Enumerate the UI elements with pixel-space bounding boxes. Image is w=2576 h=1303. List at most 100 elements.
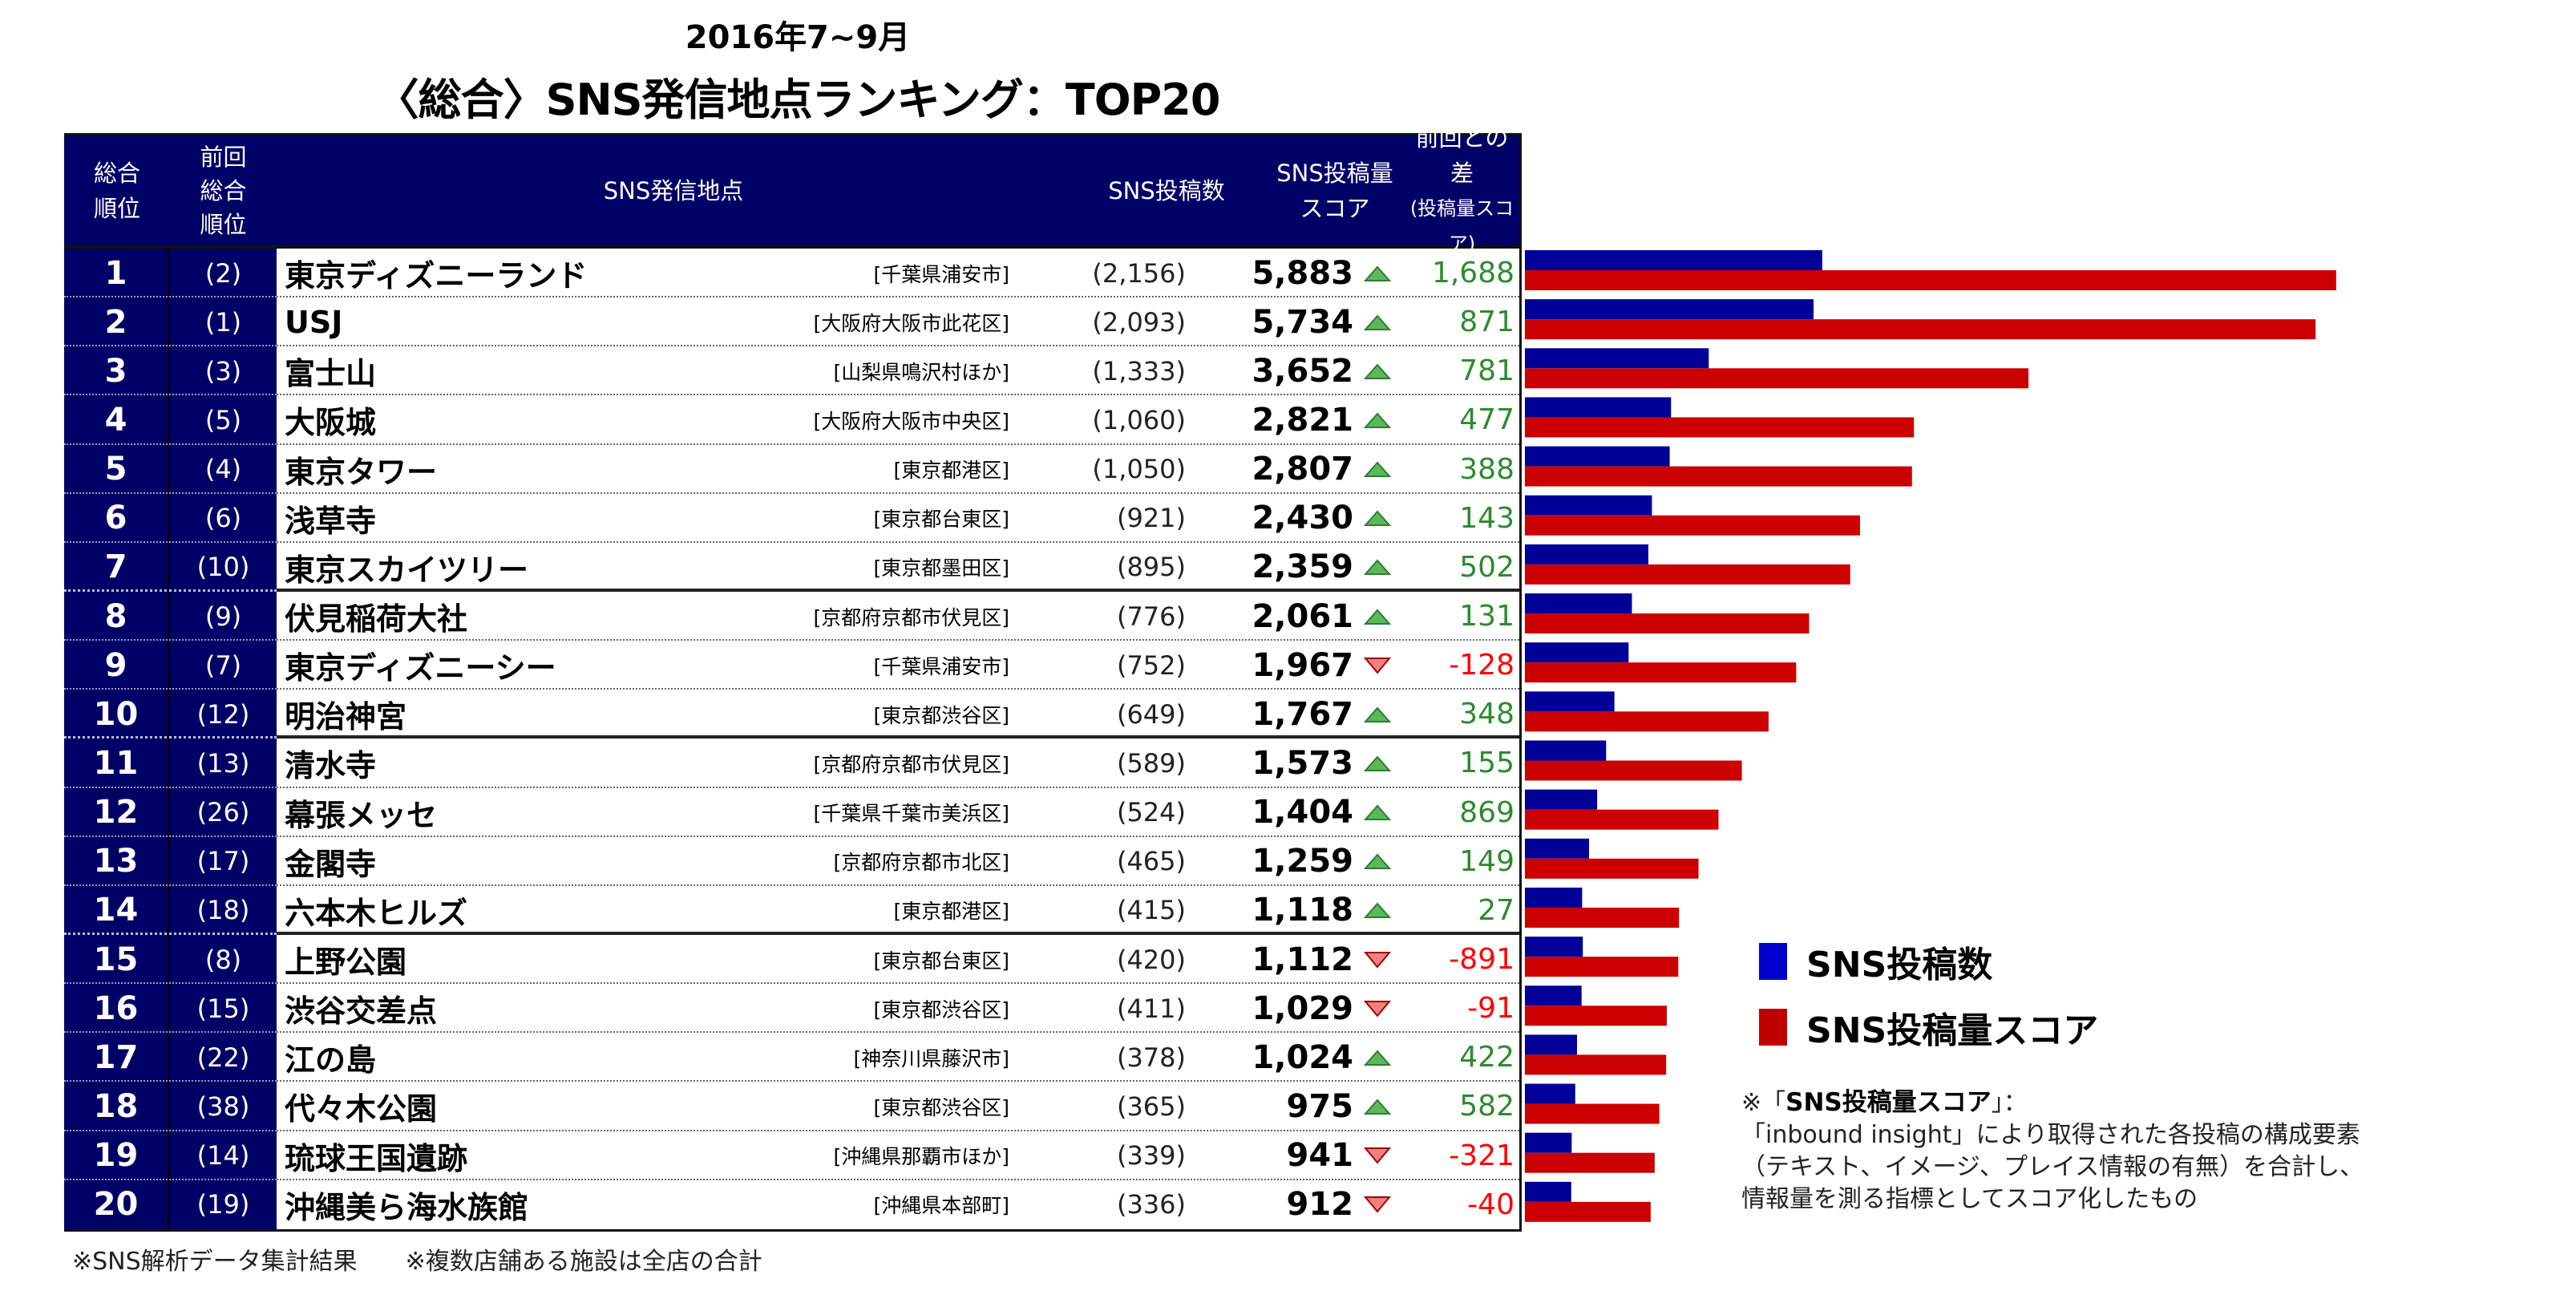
rank-cell: 5: [64, 444, 170, 494]
bar-post-count: [1525, 691, 1615, 712]
bar-post-count: [1525, 1132, 1572, 1153]
footer-note-source: ※SNS解析データ集計結果: [72, 1248, 358, 1276]
bar-post-score: [1525, 319, 2316, 340]
bar-post-count: [1525, 250, 1822, 270]
post-count: (2,156): [1092, 257, 1186, 289]
prev-rank-cell: (38): [170, 1082, 277, 1131]
bar-post-score: [1525, 858, 1699, 879]
table-row: 9 (7) 東京ディズニーシー [千葉県浦安市] (752) 1,967 -128: [64, 641, 1519, 690]
ranking-table: 総合 順位 前回 総合 順位 SNS発信地点 SNS投稿数 SNS投稿量 スコア 前回と…: [64, 124, 1522, 1232]
post-score: 5,883: [1252, 254, 1353, 292]
header-count: SNS投稿数: [1108, 176, 1225, 204]
post-count: (339): [1116, 1140, 1186, 1171]
place-name: 六本木ヒルズ: [285, 895, 468, 931]
post-score: 2,359: [1252, 548, 1353, 586]
place-location: [千葉県千葉市美浜区]: [813, 802, 1009, 826]
prev-rank-cell: (10): [170, 542, 277, 592]
table-row: 12 (26) 幕張メッセ [千葉県千葉市美浜区] (524) 1,404 869: [64, 787, 1519, 837]
row-divider: [64, 1178, 277, 1180]
note-line: （テキスト、イメージ、プレイス情報の有無）を合計し、: [1741, 1153, 2364, 1181]
table-row: 20 (19) 沖縄美ら海水族館 [沖縄県本部町] (336) 912 -40: [64, 1180, 1519, 1229]
post-count: (589): [1116, 747, 1186, 779]
place-location: [千葉県浦安市]: [873, 654, 1009, 678]
score-diff: 143: [1459, 501, 1514, 535]
place-name: 清水寺: [285, 748, 377, 784]
bar-post-count: [1525, 937, 1583, 957]
row-divider: [64, 492, 277, 494]
rank-cell: 6: [64, 493, 170, 543]
row-divider: [277, 492, 1519, 494]
bar-post-count: [1525, 1181, 1571, 1202]
place-name: USJ: [285, 304, 343, 340]
row-divider: [277, 540, 1519, 543]
place-name: 富士山: [285, 356, 377, 392]
post-score: 1,404: [1252, 794, 1353, 832]
rank-cell: 1: [64, 249, 170, 298]
note-head: SNS投稿量スコア: [1785, 1088, 1992, 1117]
post-count: (895): [1116, 552, 1186, 583]
bar-post-score: [1525, 417, 1915, 438]
bar-post-score: [1525, 1006, 1667, 1026]
score-diff: 781: [1459, 354, 1514, 388]
bar-post-count: [1525, 1083, 1575, 1104]
post-count: (378): [1116, 1042, 1186, 1073]
bar-post-count: [1525, 544, 1648, 564]
post-count: (921): [1116, 503, 1186, 534]
prev-rank-cell: (6): [170, 493, 277, 543]
table-row: 11 (13) 清水寺 [京都府京都市伏見区] (589) 1,573 155: [64, 739, 1519, 788]
post-count: (365): [1116, 1091, 1186, 1122]
row-divider: [64, 296, 277, 298]
place-location: [沖縄県那覇市ほか]: [833, 1145, 1009, 1169]
rank-cell: 7: [64, 542, 170, 592]
table-row: 16 (15) 渋谷交差点 [東京都渋谷区] (411) 1,029 -91: [64, 984, 1519, 1034]
score-diff: -128: [1449, 649, 1514, 682]
score-definition-note: ※「SNS投稿量スコア」： 「inbound insight」により取得された各…: [1741, 1087, 2576, 1216]
note-suffix: 」：: [1991, 1089, 2028, 1117]
row-divider: [64, 982, 277, 985]
place-location: [沖縄県本部町]: [873, 1194, 1009, 1218]
row-divider: [64, 932, 277, 935]
header-rank-line: 総合: [93, 159, 140, 187]
prev-rank-cell: (14): [170, 1131, 277, 1180]
triangle-down-icon: [1362, 984, 1393, 1033]
row-divider: [277, 884, 1519, 886]
triangle-up-icon: [1362, 395, 1393, 444]
score-diff: 502: [1459, 550, 1514, 584]
header-rank: 総合 順位: [64, 136, 170, 245]
post-score: 2,821: [1252, 401, 1353, 439]
row-divider: [277, 296, 1519, 298]
post-count: (1,333): [1092, 355, 1186, 386]
prev-rank-cell: (9): [170, 591, 277, 641]
post-count: (420): [1116, 944, 1186, 975]
prev-rank-cell: (7): [170, 641, 277, 690]
prev-rank-cell: (17): [170, 836, 277, 886]
table-header: 総合 順位 前回 総合 順位 SNS発信地点 SNS投稿数 SNS投稿量 スコア 前回と…: [64, 124, 1519, 255]
rank-cell: 13: [64, 836, 170, 886]
header-prev-line: 総合: [200, 176, 247, 204]
rank-cell: 10: [64, 690, 170, 739]
place-location: [東京都墨田区]: [873, 556, 1009, 581]
table-row: 18 (38) 代々木公園 [東京都渋谷区] (365) 975 582: [64, 1082, 1519, 1131]
post-count: (524): [1116, 797, 1186, 828]
row-divider: [64, 884, 277, 886]
footer-note-stores: ※複数店舗ある施設は全店の合計: [405, 1248, 762, 1276]
score-diff: -91: [1467, 992, 1514, 1026]
row-divider: [64, 589, 277, 592]
row-divider: [277, 835, 1519, 837]
bar-post-score: [1525, 368, 2029, 389]
score-diff: 131: [1459, 600, 1514, 633]
post-count: (1,050): [1092, 454, 1186, 485]
legend-label-count: SNS投稿数: [1806, 945, 1993, 985]
footer-notes: ※SNS解析データ集計結果 ※複数店舗ある施設は全店の合計: [72, 1241, 762, 1277]
table-row: 14 (18) 六本木ヒルズ [東京都港区] (415) 1,118 27: [64, 885, 1519, 935]
rank-cell: 8: [64, 591, 170, 641]
post-score: 3,652: [1252, 352, 1353, 390]
bar-post-count: [1525, 642, 1629, 663]
header-rank-line: 順位: [93, 194, 140, 222]
bar-post-count: [1525, 446, 1670, 467]
row-divider: [277, 1031, 1519, 1034]
triangle-up-icon: [1362, 690, 1393, 739]
prev-rank-cell: (13): [170, 739, 277, 788]
prev-rank-cell: (5): [170, 395, 277, 445]
row-divider: [277, 688, 1519, 690]
